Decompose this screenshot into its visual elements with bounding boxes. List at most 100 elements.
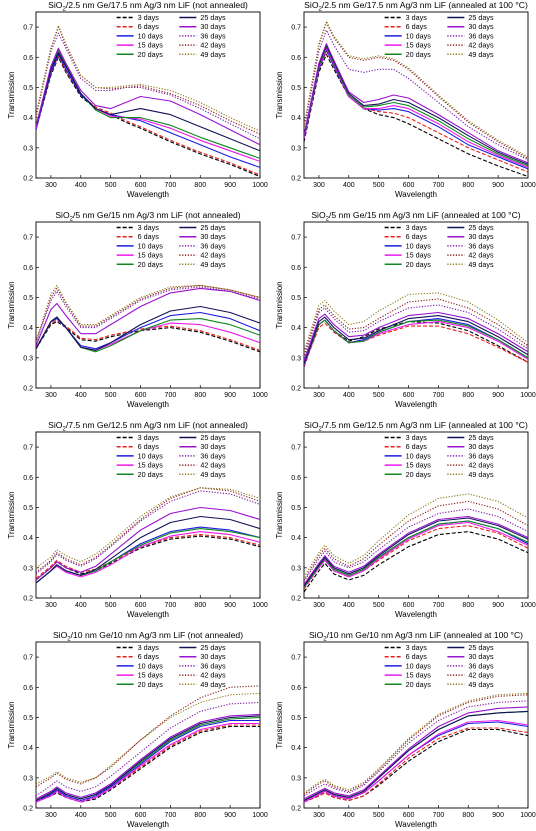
legend-label: 15 days	[138, 251, 164, 260]
x-tick-label: 700	[433, 602, 445, 609]
legend-label: 36 days	[468, 241, 494, 250]
x-tick-label: 700	[433, 392, 445, 399]
series-line-6-days	[304, 727, 528, 803]
x-tick-label: 400	[343, 602, 355, 609]
legend-label: 49 days	[468, 680, 494, 689]
y-tick-label: 0.6	[291, 475, 301, 482]
x-tick-label: 500	[373, 392, 385, 399]
legend-label: 6 days	[406, 22, 428, 31]
series-lines	[304, 692, 528, 803]
legend-label: 6 days	[406, 652, 428, 661]
legend-label: 30 days	[200, 652, 226, 661]
x-tick-label: 800	[194, 812, 206, 819]
chart-panel-4: SiO2/5 nm Ge/15 nm Ag/3 nm LiF (annealed…	[275, 210, 536, 409]
chart-title: SiO2/10 nm Ge/10 nm Ag/3 nm LiF (not ann…	[53, 630, 243, 643]
legend-label: 42 days	[468, 251, 494, 260]
series-line-30-days	[36, 47, 260, 146]
title-formula: SiO	[304, 420, 319, 430]
title-subscript: 2	[323, 637, 327, 643]
y-tick-label: 0.3	[23, 355, 33, 362]
series-line-36-days	[36, 701, 260, 797]
y-tick-label: 0.7	[291, 655, 301, 662]
chart-panel-8: SiO2/10 nm Ge/10 nm Ag/3 nm LiF (anneale…	[275, 630, 536, 829]
x-tick-label: 400	[343, 812, 355, 819]
x-tick-label: 900	[224, 812, 236, 819]
y-tick-label: 0.7	[23, 445, 33, 452]
x-tick-label: 500	[373, 812, 385, 819]
legend-label: 15 days	[406, 251, 432, 260]
y-tick-label: 0.5	[291, 715, 301, 722]
legend-label: 10 days	[138, 661, 164, 670]
series-line-30-days	[36, 506, 260, 581]
x-axis-label: Wavelength	[127, 820, 169, 829]
y-tick-label: 0.4	[291, 535, 301, 542]
plot-frame	[303, 221, 529, 389]
legend-label: 6 days	[406, 442, 428, 451]
x-tick-label: 400	[343, 182, 355, 189]
series-line-30-days	[304, 706, 528, 800]
y-axis-label: Transmission	[7, 701, 16, 748]
y-axis-label: Transmission	[7, 491, 16, 538]
x-tick-label: 800	[194, 182, 206, 189]
series-line-6-days	[304, 322, 528, 366]
legend-label: 42 days	[468, 41, 494, 50]
x-tick-label: 500	[373, 182, 385, 189]
series-lines	[36, 25, 260, 178]
x-tick-label: 1000	[520, 182, 536, 189]
chart-title: SiO2/7.5 nm Ge/12.5 nm Ag/3 nm LiF (not …	[48, 420, 248, 433]
y-tick-label: 0.2	[23, 176, 33, 183]
legend-label: 3 days	[406, 643, 428, 652]
plot-frame	[35, 11, 261, 179]
x-tick-label: 800	[462, 812, 474, 819]
x-tick-label: 900	[224, 182, 236, 189]
legend-label: 20 days	[406, 680, 432, 689]
y-tick-label: 0.3	[291, 565, 301, 572]
series-line-42-days	[36, 284, 260, 342]
series-line-36-days	[304, 700, 528, 797]
series-line-49-days	[304, 20, 528, 158]
y-tick-label: 0.2	[23, 806, 33, 813]
x-tick-label: 800	[194, 602, 206, 609]
series-line-6-days	[36, 534, 260, 579]
x-tick-label: 900	[492, 812, 504, 819]
x-axis-label: Wavelength	[395, 610, 437, 619]
x-tick-label: 500	[373, 602, 385, 609]
series-line-25-days	[36, 715, 260, 801]
chart-title: SiO2/7.5 nm Ge/12.5 nm Ag/3 nm LiF (anne…	[304, 420, 528, 433]
series-line-42-days	[36, 685, 260, 788]
series-line-3-days	[304, 531, 528, 593]
x-tick-label: 600	[135, 602, 147, 609]
x-tick-label: 900	[224, 392, 236, 399]
x-axis-label: Wavelength	[127, 610, 169, 619]
x-tick-label: 300	[45, 182, 57, 189]
y-tick-label: 0.5	[23, 715, 33, 722]
title-formula: SiO	[55, 210, 70, 220]
y-tick-label: 0.3	[23, 145, 33, 152]
y-tick-label: 0.3	[23, 775, 33, 782]
series-line-25-days	[36, 305, 260, 351]
legend-label: 42 days	[468, 461, 494, 470]
x-axis-label: Wavelength	[395, 400, 437, 409]
legend-label: 25 days	[468, 223, 494, 232]
x-axis-label: Wavelength	[127, 190, 169, 199]
series-lines	[304, 20, 528, 178]
title-rest: /10 nm Ge/10 nm Ag/3 nm LiF (not anneale…	[71, 630, 244, 640]
series-line-6-days	[304, 525, 528, 590]
title-rest: /2.5 nm Ge/17.5 nm Ag/3 nm LiF (not anne…	[66, 0, 248, 10]
series-lines	[36, 685, 260, 803]
y-tick-label: 0.4	[23, 745, 33, 752]
y-tick-label: 0.7	[23, 655, 33, 662]
series-line-10-days	[36, 311, 260, 350]
series-lines	[36, 487, 260, 584]
legend-label: 42 days	[200, 41, 226, 50]
series-line-30-days	[304, 515, 528, 585]
legend-label: 25 days	[200, 223, 226, 232]
x-tick-label: 500	[105, 182, 117, 189]
x-tick-label: 600	[135, 182, 147, 189]
y-tick-label: 0.5	[23, 295, 33, 302]
legend-label: 3 days	[138, 433, 160, 442]
